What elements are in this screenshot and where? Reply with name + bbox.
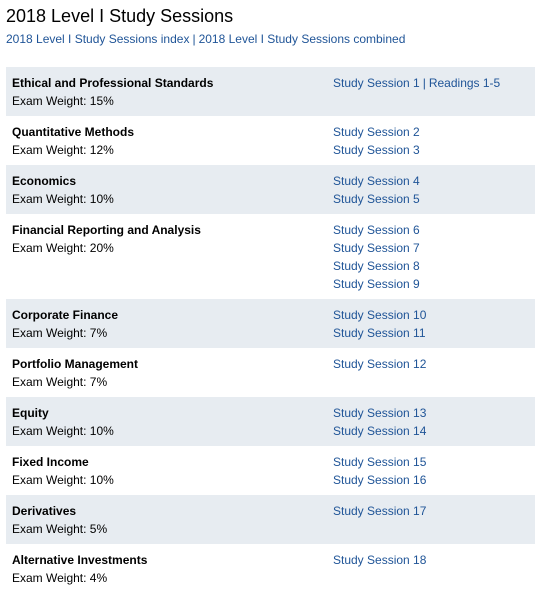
exam-weight: Exam Weight: 4% <box>12 571 108 585</box>
page-title: 2018 Level I Study Sessions <box>6 6 234 26</box>
separator: | <box>422 76 426 90</box>
session-line: Study Session 8 <box>333 257 529 275</box>
table-row: Alternative Investments Exam Weight: 4% St… <box>6 544 535 593</box>
topic-name: Corporate Finance <box>12 308 119 322</box>
sessions-cell: Study Session 13 Study Session 14 <box>333 397 535 446</box>
topic-name: Derivatives <box>12 504 77 518</box>
session-line: Study Session 4 <box>333 172 529 190</box>
sessions-cell: Study Session 4 Study Session 5 <box>333 165 535 214</box>
topic-name: Ethical and Professional Standards <box>12 76 214 90</box>
topic-name: Equity <box>12 406 49 420</box>
topic-name: Portfolio Management <box>12 357 139 371</box>
sessions-cell: Study Session 17 <box>333 495 535 544</box>
session-link[interactable]: Study Session 1 <box>333 76 420 90</box>
index-link[interactable]: 2018 Level I Study Sessions index <box>6 32 190 46</box>
table-row: Financial Reporting and Analysis Exam Wei… <box>6 214 535 299</box>
session-line: Study Session 1 | Readings 1-5 <box>333 74 529 92</box>
session-link[interactable]: Study Session 3 <box>333 143 420 157</box>
topic-cell: Portfolio Management Exam Weight: 7% <box>6 348 333 397</box>
table-row: Corporate Finance Exam Weight: 7% Study Se… <box>6 299 535 348</box>
topic-cell: Quantitative Methods Exam Weight: 12% <box>6 116 333 165</box>
exam-weight: Exam Weight: 10% <box>12 424 114 438</box>
table-row: Economics Exam Weight: 10% Study Session 4… <box>6 165 535 214</box>
session-line: Study Session 16 <box>333 471 529 489</box>
exam-weight: Exam Weight: 20% <box>12 241 114 255</box>
session-line: Study Session 7 <box>333 239 529 257</box>
exam-weight: Exam Weight: 10% <box>12 192 114 206</box>
session-line: Study Session 2 <box>333 123 529 141</box>
topic-cell: Equity Exam Weight: 10% <box>6 397 333 446</box>
exam-weight: Exam Weight: 10% <box>12 473 114 487</box>
sessions-cell: Study Session 18 <box>333 544 535 593</box>
session-line: Study Session 6 <box>333 221 529 239</box>
session-link[interactable]: Study Session 2 <box>333 125 420 139</box>
session-link[interactable]: Study Session 5 <box>333 192 420 206</box>
topic-name: Alternative Investments <box>12 553 148 567</box>
topic-cell: Derivatives Exam Weight: 5% <box>6 495 333 544</box>
session-link[interactable]: Study Session 16 <box>333 473 427 487</box>
session-link[interactable]: Study Session 10 <box>333 308 427 322</box>
exam-weight: Exam Weight: 7% <box>12 326 108 340</box>
exam-weight: Exam Weight: 5% <box>12 522 108 536</box>
session-link[interactable]: Study Session 17 <box>333 504 427 518</box>
session-line: Study Session 10 <box>333 306 529 324</box>
session-line: Study Session 9 <box>333 275 529 293</box>
separator: | <box>192 32 196 46</box>
topic-cell: Ethical and Professional Standards Exam W… <box>6 67 333 116</box>
session-link[interactable]: Study Session 11 <box>333 326 426 340</box>
table-row: Quantitative Methods Exam Weight: 12% Stud… <box>6 116 535 165</box>
session-link[interactable]: Readings 1-5 <box>428 76 501 90</box>
session-link[interactable]: Study Session 7 <box>333 241 420 255</box>
session-line: Study Session 11 <box>333 324 529 342</box>
session-link[interactable]: Study Session 6 <box>333 223 420 237</box>
sessions-table: Ethical and Professional Standards Exam W… <box>6 67 535 593</box>
topic-name: Financial Reporting and Analysis <box>12 223 201 237</box>
sessions-cell: Study Session 10 Study Session 11 <box>333 299 535 348</box>
combined-link[interactable]: 2018 Level I Study Sessions combined <box>198 32 406 46</box>
session-line: Study Session 14 <box>333 422 529 440</box>
topic-cell: Economics Exam Weight: 10% <box>6 165 333 214</box>
session-link[interactable]: Study Session 13 <box>333 406 427 420</box>
sessions-cell: Study Session 6 Study Session 7 Study Sess… <box>333 214 535 299</box>
header-links: 2018 Level I Study Sessions index | 2018 L… <box>6 32 405 46</box>
session-link[interactable]: Study Session 18 <box>333 553 427 567</box>
session-link[interactable]: Study Session 12 <box>333 357 427 371</box>
topic-name: Economics <box>12 174 77 188</box>
session-line: Study Session 3 <box>333 141 529 159</box>
topic-cell: Fixed Income Exam Weight: 10% <box>6 446 333 495</box>
topic-name: Quantitative Methods <box>12 125 135 139</box>
session-link[interactable]: Study Session 8 <box>333 259 420 273</box>
session-link[interactable]: Study Session 9 <box>333 277 420 291</box>
session-line: Study Session 18 <box>333 551 529 569</box>
table-row: Equity Exam Weight: 10% Study Session 13 St… <box>6 397 535 446</box>
exam-weight: Exam Weight: 12% <box>12 143 114 157</box>
table-row: Fixed Income Exam Weight: 10% Study Sessio… <box>6 446 535 495</box>
topic-name: Fixed Income <box>12 455 89 469</box>
table-row: Ethical and Professional Standards Exam W… <box>6 67 535 116</box>
topic-cell: Corporate Finance Exam Weight: 7% <box>6 299 333 348</box>
session-line: Study Session 17 <box>333 502 529 520</box>
table-row: Portfolio Management Exam Weight: 7% Study… <box>6 348 535 397</box>
table-row: Derivatives Exam Weight: 5% Study Session … <box>6 495 535 544</box>
sessions-cell: Study Session 2 Study Session 3 <box>333 116 535 165</box>
topic-cell: Alternative Investments Exam Weight: 4% <box>6 544 333 593</box>
sessions-cell: Study Session 12 <box>333 348 535 397</box>
session-line: Study Session 15 <box>333 453 529 471</box>
session-link[interactable]: Study Session 4 <box>333 174 420 188</box>
sessions-cell: Study Session 15 Study Session 16 <box>333 446 535 495</box>
session-line: Study Session 12 <box>333 355 529 373</box>
session-line: Study Session 13 <box>333 404 529 422</box>
sessions-cell: Study Session 1 | Readings 1-5 <box>333 67 535 116</box>
exam-weight: Exam Weight: 7% <box>12 375 108 389</box>
topic-cell: Financial Reporting and Analysis Exam Wei… <box>6 214 333 299</box>
session-link[interactable]: Study Session 14 <box>333 424 427 438</box>
session-link[interactable]: Study Session 15 <box>333 455 427 469</box>
exam-weight: Exam Weight: 15% <box>12 94 114 108</box>
session-line: Study Session 5 <box>333 190 529 208</box>
